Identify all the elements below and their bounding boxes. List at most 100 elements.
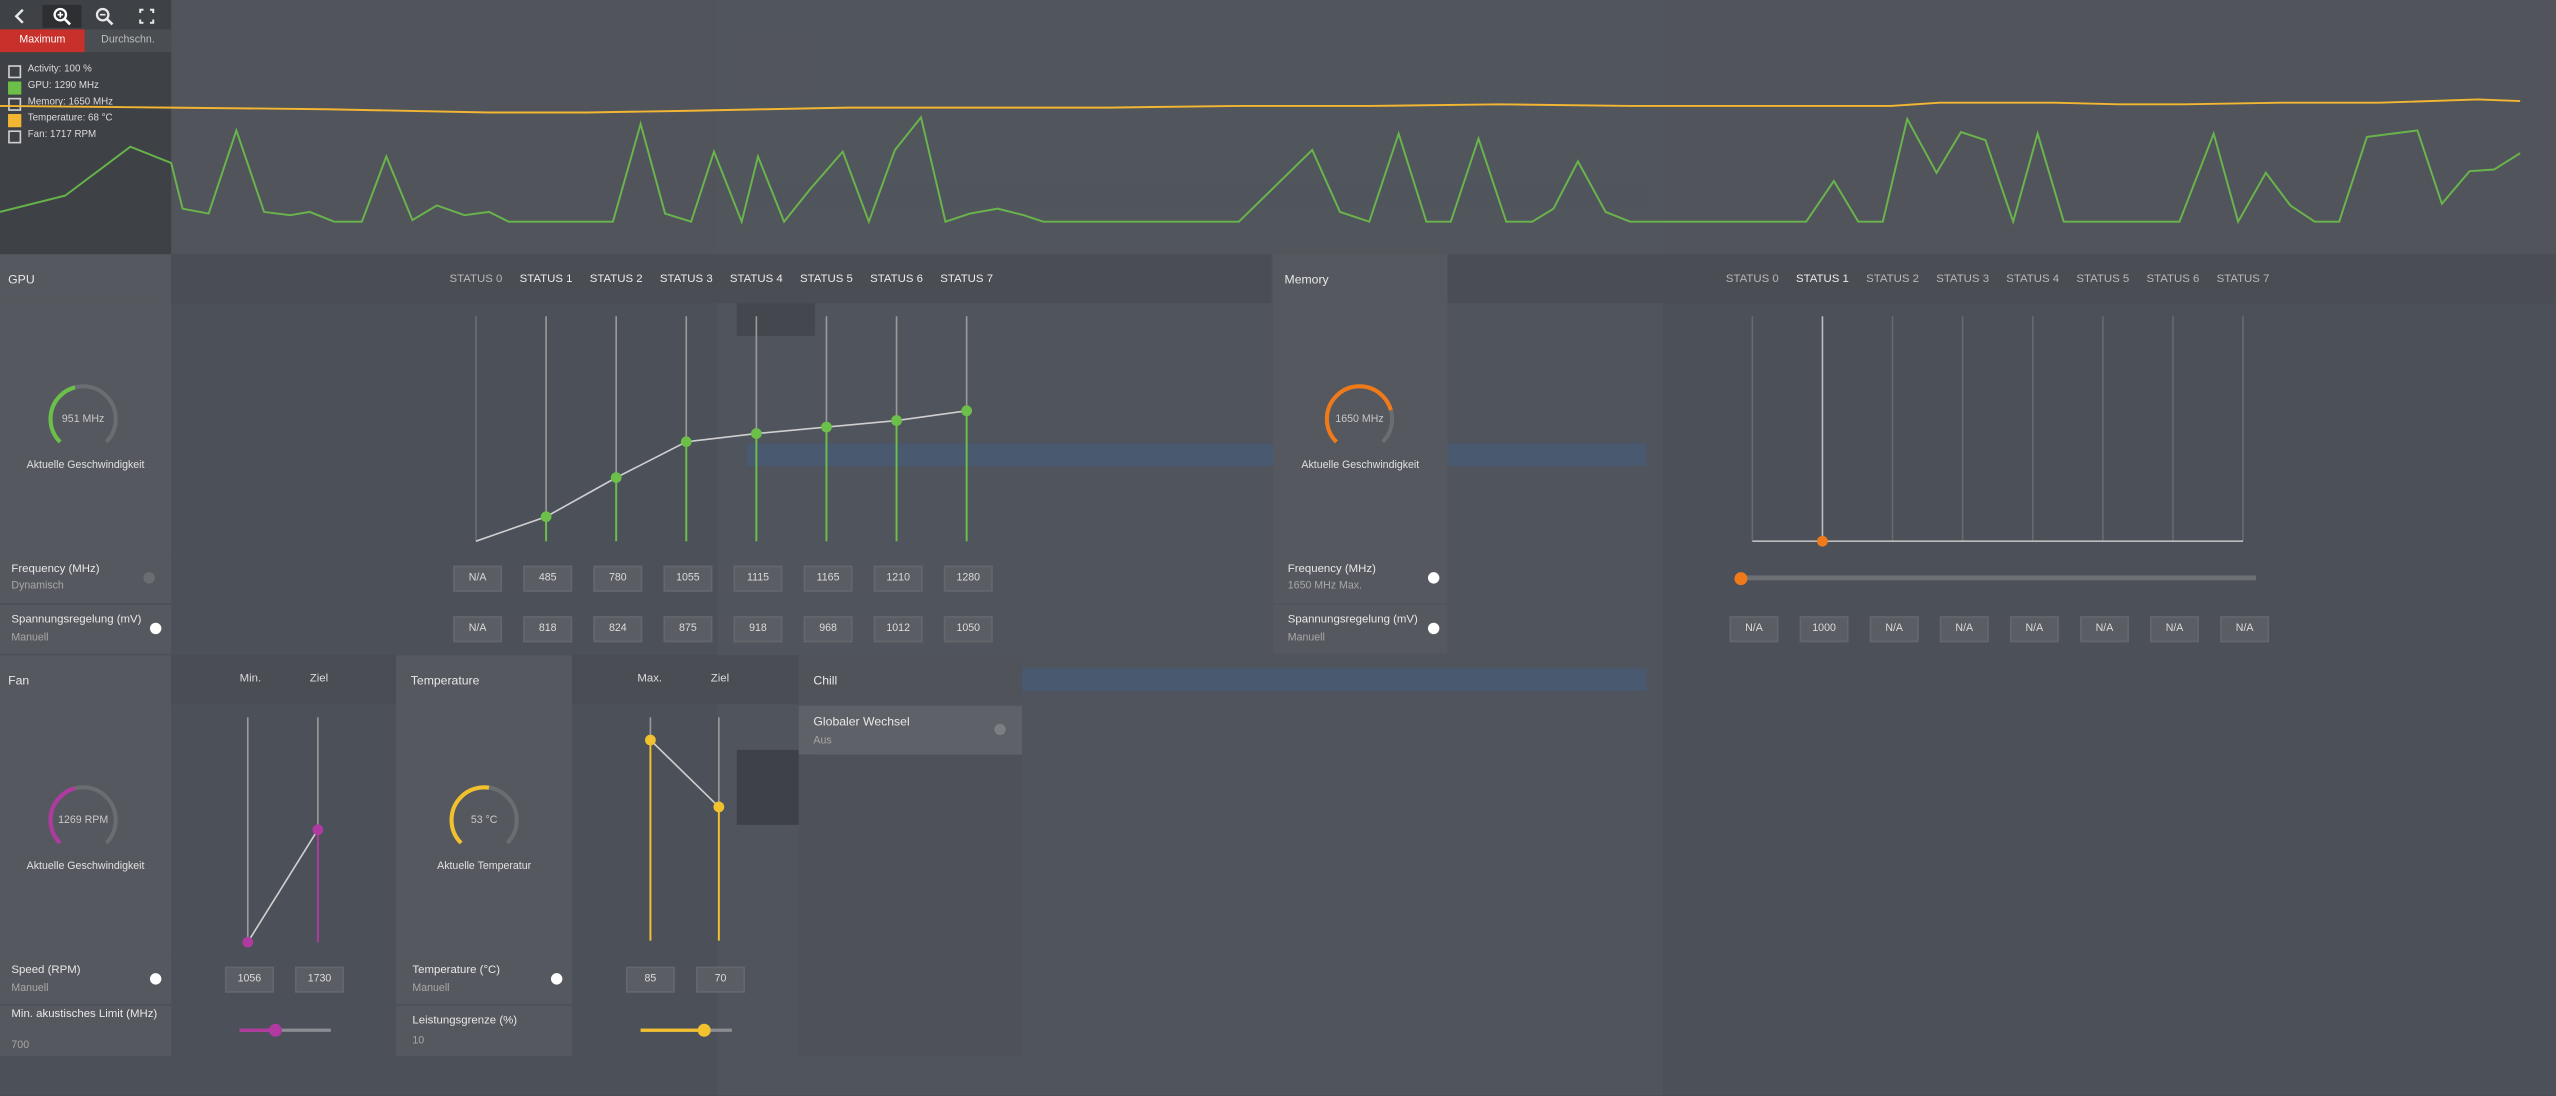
gpu-voltage-input[interactable]: 824 bbox=[593, 616, 643, 643]
gpu-frequency-row-label: Frequency (MHz) Dynamisch bbox=[0, 554, 172, 604]
fan-gauge-label: Aktuelle Geschwindigkeit bbox=[26, 860, 145, 873]
gpu-state-label: STATUS 1 bbox=[519, 273, 573, 286]
gpu-states-chart bbox=[475, 316, 973, 542]
gpu-state-6-point bbox=[891, 415, 902, 426]
fan-acoustic-slider[interactable] bbox=[239, 1023, 331, 1037]
memory-frequency-mode: 1650 MHz Max. bbox=[1287, 580, 1362, 592]
memory-voltage-input[interactable]: 1000 bbox=[1799, 616, 1849, 643]
zoom-in-button[interactable] bbox=[42, 4, 82, 28]
gpu-voltage-input[interactable]: 918 bbox=[733, 616, 783, 643]
fan-target-point bbox=[312, 824, 324, 836]
gpu-frequency-input[interactable]: 1115 bbox=[733, 565, 783, 592]
gpu-voltage-input[interactable]: 968 bbox=[803, 616, 853, 643]
chill-body bbox=[798, 754, 1023, 1057]
fan-acoustic-row-label: Min. akustisches Limit (MHz) 700 bbox=[0, 1005, 172, 1057]
gpu-state-label: STATUS 7 bbox=[940, 273, 994, 286]
gpu-voltage-input[interactable]: 818 bbox=[523, 616, 573, 643]
back-button[interactable] bbox=[0, 5, 39, 28]
chill-header: Chill bbox=[798, 655, 1023, 705]
tab-maximum[interactable]: Maximum bbox=[0, 29, 85, 53]
memory-state-label: STATUS 1 bbox=[1796, 273, 1849, 286]
temperature-label: Temperature (°C) bbox=[412, 965, 501, 977]
chill-global-toggle[interactable] bbox=[994, 723, 1006, 736]
power-limit-value: 10 bbox=[412, 1035, 425, 1047]
gpu-frequency-input[interactable]: N/A bbox=[453, 565, 503, 592]
zoom-out-button[interactable] bbox=[85, 5, 124, 28]
memory-frequency-row-label: Frequency (MHz) 1650 MHz Max. bbox=[1273, 554, 1448, 604]
gpu-frequency-toggle[interactable] bbox=[143, 572, 155, 584]
temperature-header: Temperature bbox=[396, 655, 573, 705]
gpu-voltage-input[interactable]: N/A bbox=[453, 616, 503, 643]
gpu-frequency-input[interactable]: 485 bbox=[523, 565, 573, 592]
gpu-frequency-input[interactable]: 1055 bbox=[663, 565, 713, 592]
gpu-frequency-input[interactable]: 780 bbox=[593, 565, 643, 592]
chevron-left-icon bbox=[14, 8, 24, 24]
memory-voltage-input[interactable]: N/A bbox=[1939, 616, 1989, 643]
temperature-max-input[interactable]: 85 bbox=[625, 966, 675, 993]
gpu-voltage-input[interactable]: 875 bbox=[663, 616, 713, 643]
gpu-header: GPU bbox=[0, 254, 172, 304]
legend-checkbox-activity[interactable] bbox=[8, 65, 22, 79]
gpu-state-5-point bbox=[821, 421, 832, 433]
gpu-voltage-toggle[interactable] bbox=[149, 622, 162, 635]
fan-acoustic-slider-fill bbox=[239, 1028, 276, 1032]
legend-checkbox-temperature[interactable] bbox=[8, 114, 22, 128]
memory-frequency-slider[interactable] bbox=[1734, 571, 2257, 585]
memory-voltage-input[interactable]: N/A bbox=[2080, 616, 2129, 643]
memory-frequency-slider-thumb[interactable] bbox=[1734, 571, 1748, 585]
temperature-title: Temperature bbox=[410, 673, 480, 688]
fan-speed-label: Speed (RPM) bbox=[11, 965, 81, 977]
legend-checkbox-fan[interactable] bbox=[8, 130, 22, 144]
memory-states-header-bar bbox=[1447, 254, 2556, 304]
gpu-frequency-input[interactable]: 1280 bbox=[943, 565, 993, 592]
temperature-gauge-value: 53 °C bbox=[470, 815, 498, 827]
zoom-in-icon bbox=[53, 7, 72, 26]
memory-voltage-input[interactable]: N/A bbox=[1869, 616, 1919, 643]
zoom-out-icon bbox=[95, 7, 114, 26]
memory-voltage-input[interactable]: N/A bbox=[1729, 616, 1779, 643]
power-limit-slider-thumb[interactable] bbox=[697, 1023, 711, 1037]
memory-frequency-toggle[interactable] bbox=[1427, 572, 1440, 584]
fan-speed-toggle[interactable] bbox=[149, 973, 162, 985]
fan-gauge bbox=[48, 785, 118, 855]
legend-checkbox-gpu[interactable] bbox=[8, 81, 22, 95]
reset-zoom-button[interactable] bbox=[127, 5, 166, 28]
temperature-col-target: Ziel bbox=[710, 673, 730, 685]
gpu-gauge-panel: 951 MHz Aktuelle Geschwindigkeit bbox=[0, 303, 172, 555]
temperature-target-input[interactable]: 70 bbox=[696, 966, 745, 993]
gpu-state-3-point bbox=[680, 436, 692, 448]
gpu-state-1-point bbox=[540, 511, 552, 523]
gpu-voltage-input[interactable]: 1050 bbox=[943, 616, 993, 643]
gpu-frequency-input[interactable]: 1165 bbox=[803, 565, 853, 592]
memory-voltage-mode: Manuell bbox=[1287, 632, 1325, 644]
memory-voltage-input[interactable]: N/A bbox=[2220, 616, 2270, 643]
memory-voltage-toggle[interactable] bbox=[1427, 622, 1440, 635]
memory-frequency-label: Frequency (MHz) bbox=[1287, 564, 1376, 576]
chill-global-row: Globaler Wechsel Aus bbox=[798, 705, 1023, 755]
fan-speed-min-input[interactable]: 1056 bbox=[224, 966, 274, 993]
legend-checkbox-memory[interactable] bbox=[8, 97, 22, 111]
temperature-mode: Manuell bbox=[412, 982, 450, 995]
legend-temperature: Temperature: 68 °C bbox=[27, 114, 113, 124]
memory-voltage-input[interactable]: N/A bbox=[2009, 616, 2059, 643]
tab-average[interactable]: Durchschn. bbox=[84, 29, 172, 53]
temperature-row-label: Temperature (°C) Manuell bbox=[396, 955, 573, 1005]
power-limit-slider[interactable] bbox=[640, 1023, 732, 1037]
fan-speed-target-input[interactable]: 1730 bbox=[295, 966, 344, 993]
memory-state-label: STATUS 6 bbox=[2146, 273, 2200, 286]
fan-acoustic-slider-thumb[interactable] bbox=[268, 1023, 283, 1037]
gpu-voltage-input[interactable]: 1012 bbox=[873, 616, 923, 643]
fan-min-point bbox=[242, 936, 254, 948]
legend-fan: Fan: 1717 RPM bbox=[27, 130, 97, 141]
memory-state-label: STATUS 4 bbox=[2006, 273, 2060, 286]
memory-gauge-value: 1650 MHz bbox=[1335, 414, 1384, 426]
temperature-columns-header: Max. Ziel bbox=[572, 655, 799, 705]
temperature-toggle[interactable] bbox=[550, 973, 563, 985]
memory-voltage-input[interactable]: N/A bbox=[2150, 616, 2200, 643]
gpu-state-label: STATUS 2 bbox=[589, 273, 643, 286]
gpu-state-label: STATUS 3 bbox=[659, 273, 713, 286]
gpu-frequency-label: Frequency (MHz) bbox=[11, 564, 100, 576]
gpu-frequency-input[interactable]: 1210 bbox=[873, 565, 923, 592]
fan-speed-row-label: Speed (RPM) Manuell bbox=[0, 955, 172, 1005]
power-limit-row-label: Leistungsgrenze (%) 10 bbox=[396, 1005, 573, 1057]
